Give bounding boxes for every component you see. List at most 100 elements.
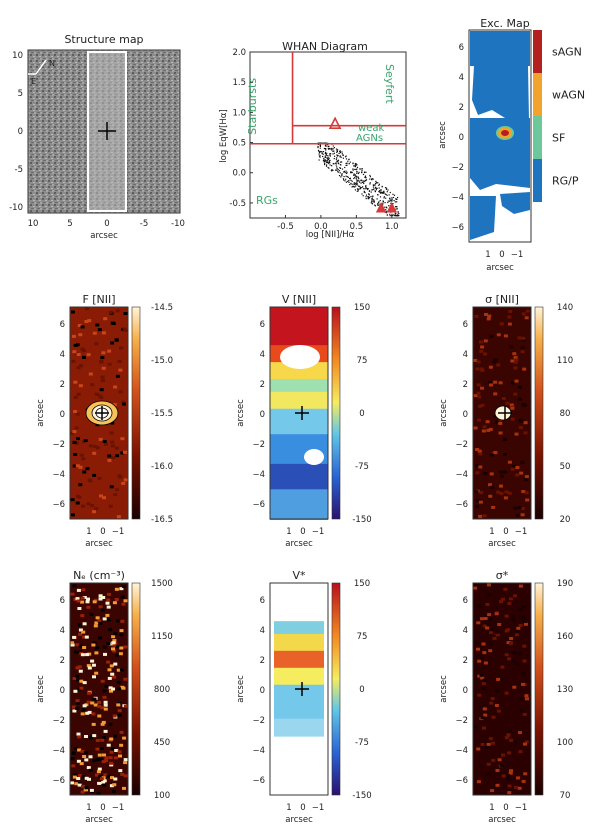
ne-pixel	[81, 588, 86, 592]
ne-pixel	[97, 753, 102, 757]
whan-point	[350, 171, 352, 173]
sstar-pixel	[496, 677, 501, 681]
fnii-pixel	[115, 488, 120, 492]
fnii-pixel	[113, 385, 118, 389]
snii-pixel	[514, 358, 519, 362]
whan-point	[357, 177, 360, 179]
whan-point	[354, 176, 356, 179]
ne-pixel	[109, 689, 113, 693]
exc-map-image	[470, 31, 530, 240]
sstar-pixel	[521, 779, 526, 783]
whan-point	[321, 151, 323, 153]
whan-x-ticks: -0.5 0.0 0.5 1.0	[277, 215, 399, 232]
fnii-pixel	[99, 395, 104, 399]
ne-colorbar-tick: 1150	[151, 632, 173, 642]
whan-point	[374, 204, 376, 206]
ne-pixel	[111, 687, 115, 691]
ne-y-tick: 4	[60, 626, 65, 636]
snii-pixel	[518, 385, 522, 389]
snii-pixel	[517, 397, 522, 401]
ne-pixel	[109, 761, 113, 765]
snii-pixel	[503, 334, 508, 338]
ne-pixel	[77, 607, 82, 610]
sstar-pixel	[495, 689, 499, 693]
vstar-y-tick: 2	[260, 656, 265, 666]
sstar-pixel	[475, 641, 479, 645]
sstar-pixel	[497, 758, 502, 762]
sstar-y-tick: −4	[455, 746, 468, 756]
ne-pixel	[109, 737, 114, 741]
whan-point	[332, 153, 334, 155]
kinematic-maps: F [NII]-14.5-15.0-15.5-16.0-16.56420−2−4…	[36, 293, 573, 825]
fnii-pixel	[109, 485, 114, 489]
fnii-pixel	[70, 498, 75, 502]
fnii-pixel	[75, 501, 80, 505]
fnii-y-tick: −6	[52, 500, 65, 510]
whan-point	[339, 167, 341, 169]
sstar-colorbar-tick: 130	[557, 685, 573, 695]
whan-x-tick: 0.5	[350, 222, 364, 232]
whan-y-tick: 0.5	[232, 139, 246, 149]
ne-pixel	[112, 789, 116, 793]
ne-pixel	[73, 747, 78, 751]
snii-pixel	[478, 452, 483, 456]
whan-point	[354, 175, 357, 177]
whan-point	[394, 201, 396, 203]
ne-pixel	[87, 710, 92, 714]
sstar-pixel	[519, 697, 524, 701]
ne-pixel	[106, 743, 111, 747]
sstar-pixel	[506, 733, 511, 737]
whan-point	[328, 160, 330, 162]
whan-point	[358, 188, 360, 190]
snii-pixel	[504, 490, 509, 494]
whan-point	[349, 178, 351, 180]
whan-point	[352, 185, 354, 187]
whan-point	[372, 189, 374, 191]
snii-pixel	[521, 336, 526, 340]
snii-x-label: arcsec	[488, 539, 516, 549]
ne-pixel	[112, 783, 117, 787]
whan-point	[342, 154, 344, 156]
sstar-pixel	[501, 774, 506, 778]
fnii-pixel	[75, 412, 80, 416]
whan-point	[364, 171, 366, 173]
ne-pixel	[86, 597, 90, 601]
whan-point	[356, 168, 358, 170]
whan-point	[391, 213, 393, 215]
snii-pixel	[500, 474, 505, 478]
ne-pixel	[76, 777, 81, 780]
ne-x-tick: 0	[100, 803, 105, 813]
whan-point	[377, 194, 379, 196]
ne-pixel	[111, 647, 115, 651]
whan-point	[341, 161, 343, 163]
whan-point	[339, 161, 342, 163]
whan-point	[396, 215, 398, 217]
ne-pixel	[122, 786, 126, 790]
sstar-pixel	[520, 709, 525, 713]
fnii-y-tick: 4	[60, 350, 65, 360]
ne-y-tick: −2	[52, 716, 65, 726]
ne-pixel	[112, 643, 117, 647]
whan-point	[373, 199, 375, 201]
ne-pixel	[83, 788, 88, 792]
sstar-pixel	[494, 704, 499, 707]
sstar-pixel	[479, 673, 484, 677]
snii-pixel	[513, 366, 518, 370]
whan-point	[396, 201, 398, 203]
whan-point	[368, 194, 370, 196]
sstar-pixel	[480, 743, 485, 746]
sstar-pixel	[501, 753, 505, 757]
ne-pixel	[71, 764, 76, 768]
whan-point	[378, 184, 380, 186]
fnii-pixel	[84, 320, 89, 323]
sstar-pixel	[486, 583, 491, 587]
sstar-pixel	[486, 772, 491, 776]
whan-point	[337, 171, 339, 173]
snii-pixel	[491, 505, 496, 509]
ne-pixel	[103, 773, 108, 777]
structure-x-tick: -5	[140, 219, 148, 229]
sstar-pixel	[500, 597, 505, 601]
ne-pixel	[122, 736, 127, 740]
whan-point	[367, 188, 369, 191]
sstar-pixel	[507, 657, 512, 661]
